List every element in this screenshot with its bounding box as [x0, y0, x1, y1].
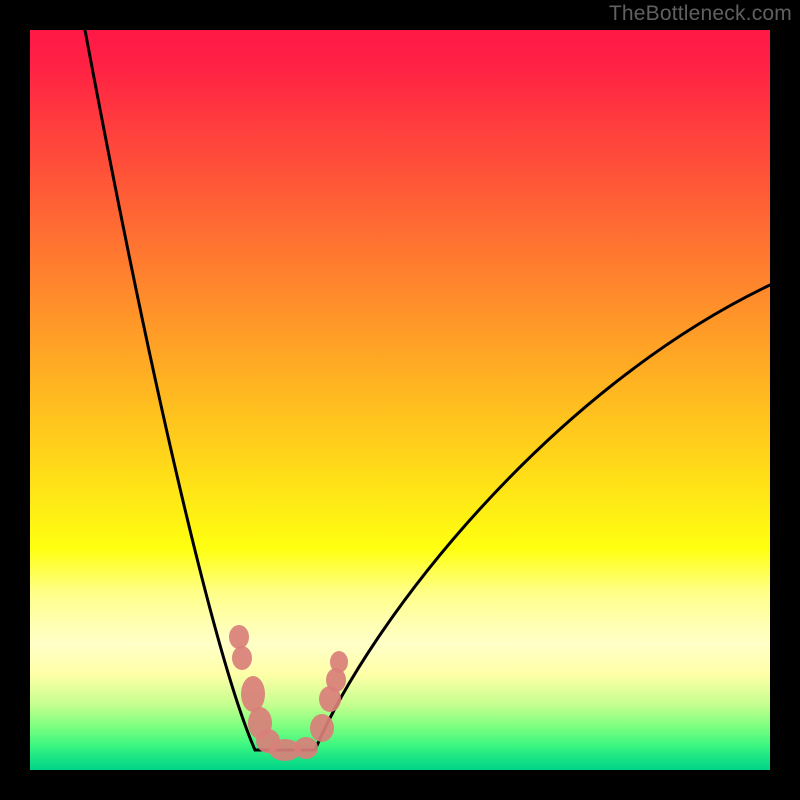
stage: TheBottleneck.com	[0, 0, 800, 800]
watermark-text: TheBottleneck.com	[609, 2, 792, 26]
plot-area	[30, 30, 770, 770]
bottleneck-curve	[30, 30, 770, 770]
curve-markers	[229, 625, 348, 761]
v-curve-path	[85, 30, 770, 750]
